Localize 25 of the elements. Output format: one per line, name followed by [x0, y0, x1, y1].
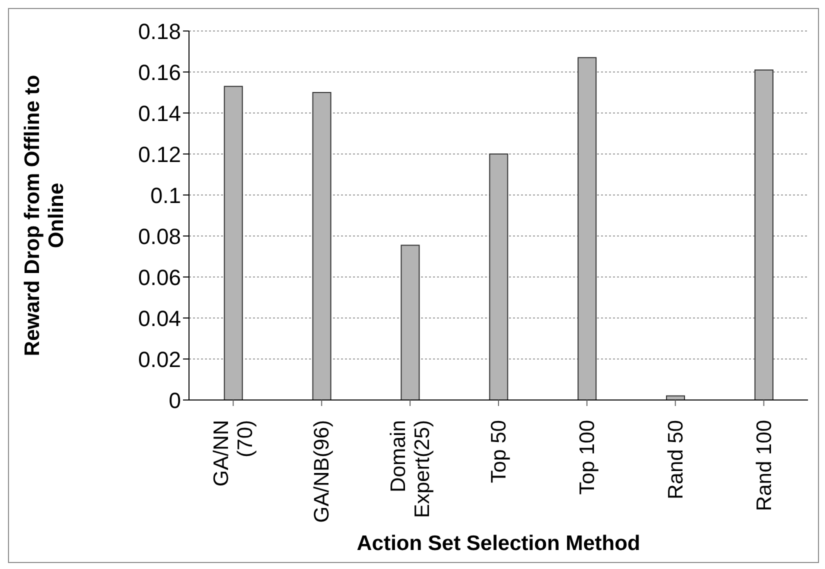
y-tick-label: 0.02 — [138, 346, 181, 372]
x-tick-label: Domain Expert(25) — [387, 420, 434, 518]
x-tick-label: Rand 100 — [752, 420, 776, 512]
y-tick-label: 0.06 — [138, 264, 181, 290]
bar — [578, 57, 597, 400]
y-tick-label: 0.12 — [138, 142, 181, 167]
x-tick-label: Top 100 — [576, 420, 599, 495]
x-axis-title: Action Set Selection Method — [356, 532, 640, 555]
bar — [754, 69, 774, 400]
y-tick-label: 0.1 — [150, 182, 181, 208]
y-tick-label: 0 — [168, 388, 181, 413]
bar — [224, 86, 243, 400]
x-tick-label: Top 50 — [488, 420, 510, 484]
bar — [312, 92, 332, 400]
x-tick-label: GA/NB(96) — [310, 420, 334, 523]
bar — [400, 244, 420, 400]
y-tick-label: 0.08 — [138, 224, 181, 249]
y-axis-title: Reward Drop from Offline to Online — [21, 74, 68, 356]
y-tick-label: 0.16 — [138, 60, 181, 85]
x-tick-label: Rand 50 — [664, 420, 688, 500]
x-tick-label: GA/NN (70) — [210, 420, 258, 487]
y-tick-label: 0.14 — [138, 100, 181, 126]
y-tick-label: 0.04 — [138, 306, 181, 331]
y-tick-label: 0.18 — [138, 18, 181, 44]
bar — [489, 154, 508, 400]
